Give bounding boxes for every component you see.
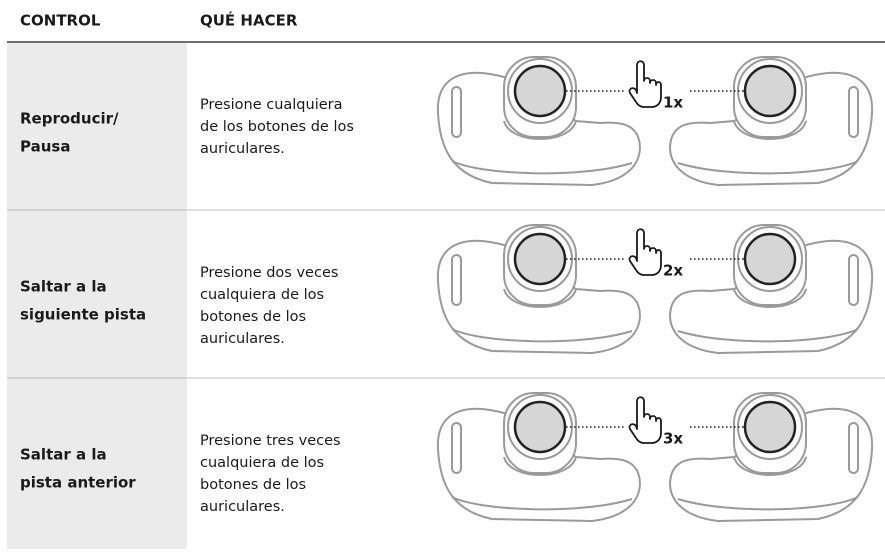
press-count: 2x [663,262,683,280]
press-icon [628,228,662,276]
action-text: botones de los [200,309,306,325]
header-control: CONTROL [20,12,101,30]
earbud-left [436,223,642,355]
control-label: siguiente pista [20,306,146,324]
action-text: Presione tres veces [200,433,341,449]
action-text: Presione cualquiera [200,97,343,113]
control-label: Saltar a la [20,278,107,296]
press-icon [628,396,662,444]
earbud-right [668,223,874,355]
control-label: Saltar a la [20,446,107,464]
earbud-left [436,391,642,523]
press-count: 1x [663,94,683,112]
action-text: Presione dos veces [200,265,338,281]
action-text: auriculares. [200,141,285,157]
action-text: cualquiera de los [200,287,324,303]
control-label: Pausa [20,138,70,156]
press-icon [628,60,662,108]
action-text: auriculares. [200,331,285,347]
control-column [7,43,187,549]
earbud-right [668,55,874,187]
earbud-right [668,391,874,523]
action-text: cualquiera de los [200,455,324,471]
action-text: de los botones de los [200,119,354,135]
action-text: botones de los [200,477,306,493]
action-text: auriculares. [200,499,285,515]
control-label: Reproducir/ [20,110,119,128]
press-count: 3x [663,430,683,448]
header-action: QUÉ HACER [200,11,298,30]
earbud-left [436,55,642,187]
control-label: pista anterior [20,474,136,492]
